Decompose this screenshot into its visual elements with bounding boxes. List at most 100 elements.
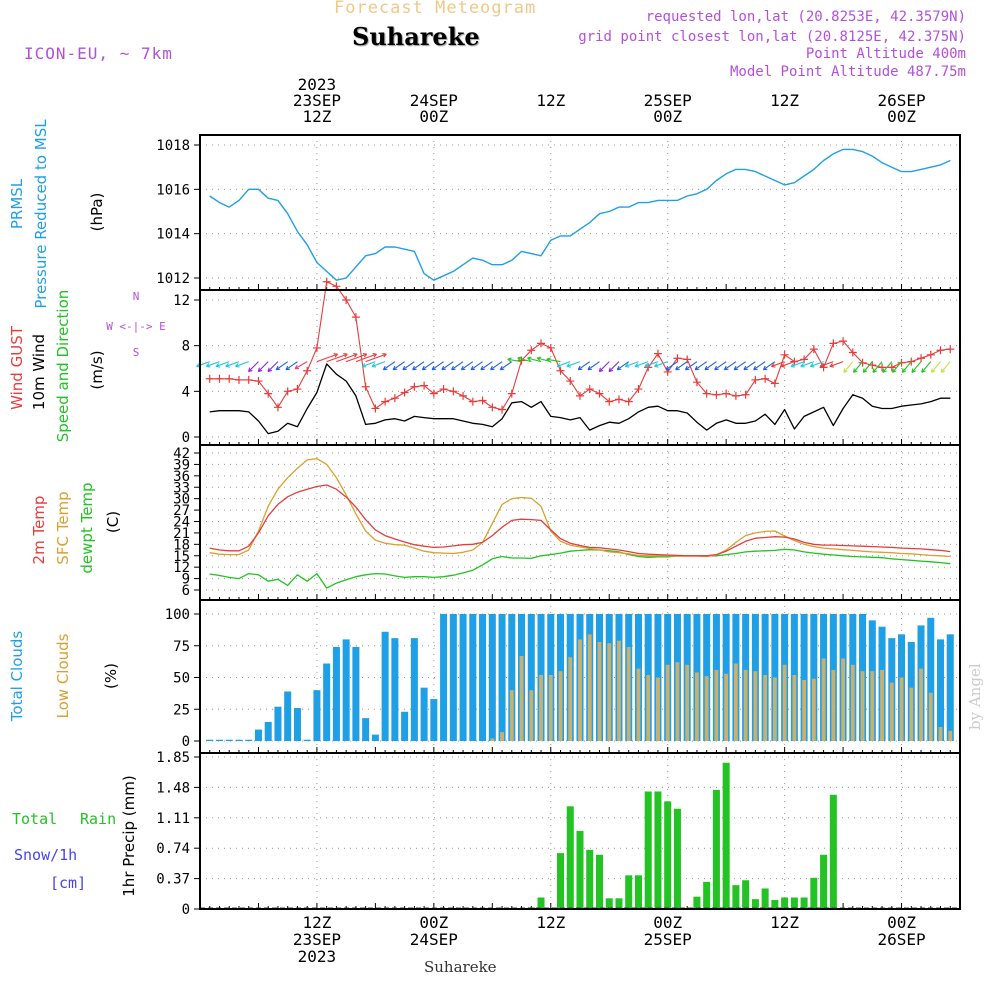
- total-cloud-bar: [421, 688, 428, 741]
- total-cloud-bar: [372, 735, 379, 741]
- gust-marker: [771, 379, 779, 387]
- precip-ytick-label: 1.85: [156, 750, 190, 766]
- pressure-ytick-label: 1014: [156, 227, 190, 243]
- low-cloud-bar: [685, 665, 689, 741]
- wind-direction-arrow: [249, 362, 259, 372]
- wind-direction-arrow: [599, 362, 609, 372]
- rain-bar: [664, 801, 671, 909]
- low-cloud-bar: [792, 675, 796, 741]
- low-cloud-bar: [705, 676, 709, 741]
- gust-marker: [829, 339, 837, 347]
- gust-marker: [576, 392, 584, 400]
- clouds-unit-label: (%): [102, 663, 120, 689]
- gust-marker: [459, 392, 467, 400]
- gust-marker: [235, 376, 243, 384]
- gust-marker: [537, 339, 545, 347]
- gust-marker: [488, 403, 496, 411]
- wind-gust-label: Wind GUST: [8, 325, 26, 410]
- snow-label: Snow/1h: [14, 846, 77, 864]
- precip-ytick-label: 0: [182, 902, 190, 918]
- sfc-temp-label: SFC Temp: [54, 491, 72, 564]
- low-cloud-bar: [870, 671, 874, 741]
- clouds-ytick-label: 75: [173, 639, 190, 655]
- low-cloud-bar: [656, 678, 660, 742]
- gust-marker: [440, 385, 448, 393]
- gust-marker: [381, 398, 389, 406]
- dewpt-line: [210, 549, 951, 588]
- rain-bar: [635, 875, 642, 909]
- gust-marker: [751, 376, 759, 384]
- total-cloud-bar: [255, 730, 262, 741]
- bottom-time-label: 25SEP: [644, 930, 692, 949]
- gust-marker: [742, 391, 750, 399]
- total-cloud-bar: [313, 690, 320, 741]
- gust-marker: [469, 398, 477, 406]
- pressure-ytick-label: 1018: [156, 138, 190, 154]
- gust-marker: [449, 387, 457, 395]
- grid-point-coords: grid point closest lon,lat (20.8125E, 42…: [578, 29, 966, 45]
- rain-bar: [713, 790, 720, 909]
- footer-station: Suhareke: [424, 958, 497, 976]
- compass-north: N: [133, 290, 140, 303]
- total-cloud-bar: [304, 740, 311, 741]
- rain-bar: [586, 850, 593, 909]
- total-cloud-bar: [947, 634, 954, 741]
- clouds-ytick-label: 25: [173, 702, 190, 718]
- rain-bar: [538, 897, 545, 909]
- clouds-ytick-label: 50: [173, 671, 190, 687]
- wind-ytick-label: 12: [173, 293, 190, 309]
- gust-marker: [917, 354, 925, 362]
- gust-marker: [732, 392, 740, 400]
- low-cloud-bar: [909, 688, 913, 741]
- rain-bar: [615, 898, 622, 909]
- gust-marker: [391, 394, 399, 402]
- rain-bar: [781, 897, 788, 909]
- gust-marker: [479, 396, 487, 404]
- rain-bar: [810, 878, 817, 909]
- total-cloud-bar: [333, 647, 340, 741]
- total-cloud-bar: [401, 712, 408, 741]
- rain-bar: [557, 853, 564, 909]
- low-cloud-bar: [773, 678, 777, 742]
- total-cloud-bar: [226, 740, 233, 741]
- wind-direction-arrow: [844, 362, 853, 373]
- gust-marker: [206, 375, 214, 383]
- gust-marker: [410, 383, 418, 391]
- low-clouds-label: Low Clouds: [54, 633, 72, 718]
- rain-bar: [674, 809, 681, 909]
- total-cloud-bar: [206, 740, 213, 741]
- low-cloud-bar: [607, 643, 611, 741]
- gust-marker: [323, 278, 331, 286]
- low-cloud-bar: [744, 670, 748, 741]
- bottom-time-label: 26SEP: [877, 930, 925, 949]
- wind-direction-arrow: [912, 362, 921, 373]
- gust-marker: [615, 395, 623, 403]
- pressure-label-msl: Pressure Reduced to MSL: [32, 119, 50, 309]
- temp-2m-line: [210, 485, 951, 556]
- gust-marker: [673, 354, 681, 362]
- rain-bar: [654, 792, 661, 909]
- gust-marker: [401, 388, 409, 396]
- total-cloud-bar: [352, 647, 359, 741]
- wind-direction-arrow: [932, 362, 941, 373]
- gust-marker: [293, 385, 301, 393]
- total-cloud-bar: [265, 722, 272, 741]
- precip-ytick-label: 1.11: [156, 811, 190, 827]
- total-cloud-bar: [411, 638, 418, 741]
- gust-marker: [362, 383, 370, 391]
- wind-panel-frame: [200, 290, 960, 445]
- low-cloud-bar: [753, 671, 757, 741]
- rain-bar: [567, 806, 574, 909]
- low-cloud-bar: [841, 658, 845, 741]
- model-label: ICON-EU, ~ 7km: [24, 44, 173, 63]
- low-cloud-bar: [783, 665, 787, 741]
- gust-marker: [654, 350, 662, 358]
- low-cloud-bar: [763, 675, 767, 741]
- station-title: Suhareke: [352, 22, 480, 51]
- bottom-time-label: 24SEP: [410, 930, 458, 949]
- temperature-panel-frame: [200, 445, 960, 600]
- low-cloud-bar: [490, 738, 494, 741]
- total-cloud-bar: [469, 614, 476, 741]
- low-cloud-bar: [880, 670, 884, 741]
- requested-coords: requested lon,lat (20.8253E, 42.3579N): [646, 9, 966, 25]
